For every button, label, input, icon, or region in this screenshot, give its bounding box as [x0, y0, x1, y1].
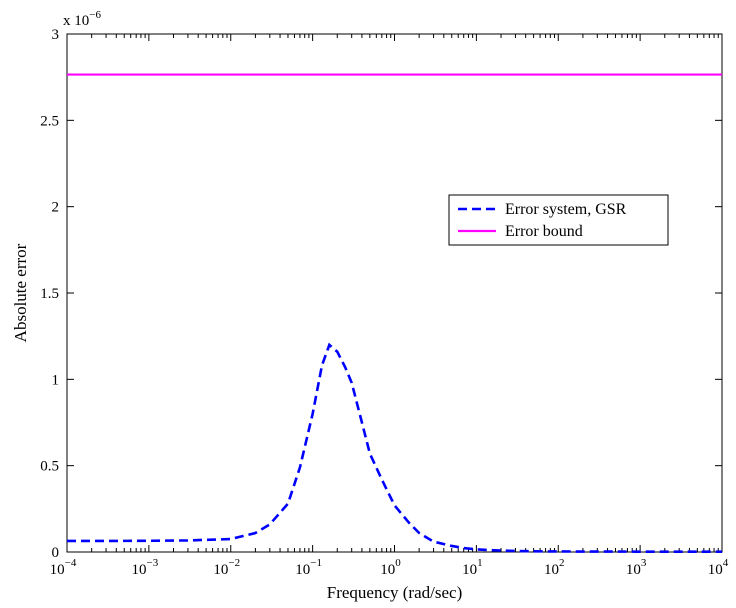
series-line-error-system: [67, 342, 722, 553]
x-tick-label: 10−4: [50, 557, 77, 578]
legend-box: [448, 194, 669, 246]
y-axis-label: Absolute error: [11, 243, 30, 342]
x-axis-label: Frequency (rad/sec): [327, 583, 462, 602]
y-tick-label: 2.5: [40, 113, 59, 129]
axis-ticks: 10−4 10−3 10−2 10−1 100 101 102 103 104 0 0.5 1 1.5 2…: [40, 27, 729, 578]
x-tick-label: 104: [708, 557, 729, 578]
y-tick-label: 0: [52, 545, 60, 561]
x-tick-label: 10−3: [132, 557, 159, 578]
legend-label: Error bound: [505, 223, 583, 240]
series-layer: [67, 73, 722, 553]
x-tick-label: 102: [544, 557, 565, 578]
y-tick-label: 1.5: [40, 286, 59, 302]
y-tick-label: 2: [52, 200, 60, 216]
y-tick-label: 1: [52, 372, 60, 388]
y-multiplier-label: x 10−6: [63, 9, 101, 29]
x-tick-label: 100: [380, 557, 401, 578]
y-tick-label: 0.5: [40, 459, 59, 475]
x-tick-label: 103: [626, 557, 647, 578]
x-tick-label: 101: [462, 557, 483, 578]
x-tick-label: 10−1: [295, 557, 322, 578]
legend: Error system, GSR Error bound: [448, 194, 669, 246]
x-tick-label: 10−2: [213, 557, 240, 578]
plot-frame: [66, 33, 723, 553]
plot-area: [66, 33, 723, 553]
y-tick-label: 3: [52, 27, 60, 43]
legend-label: Error system, GSR: [505, 201, 627, 218]
